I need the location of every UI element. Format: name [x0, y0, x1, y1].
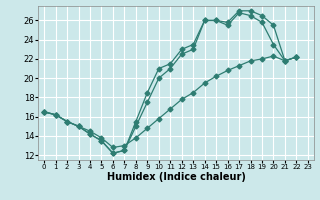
- X-axis label: Humidex (Indice chaleur): Humidex (Indice chaleur): [107, 172, 245, 182]
